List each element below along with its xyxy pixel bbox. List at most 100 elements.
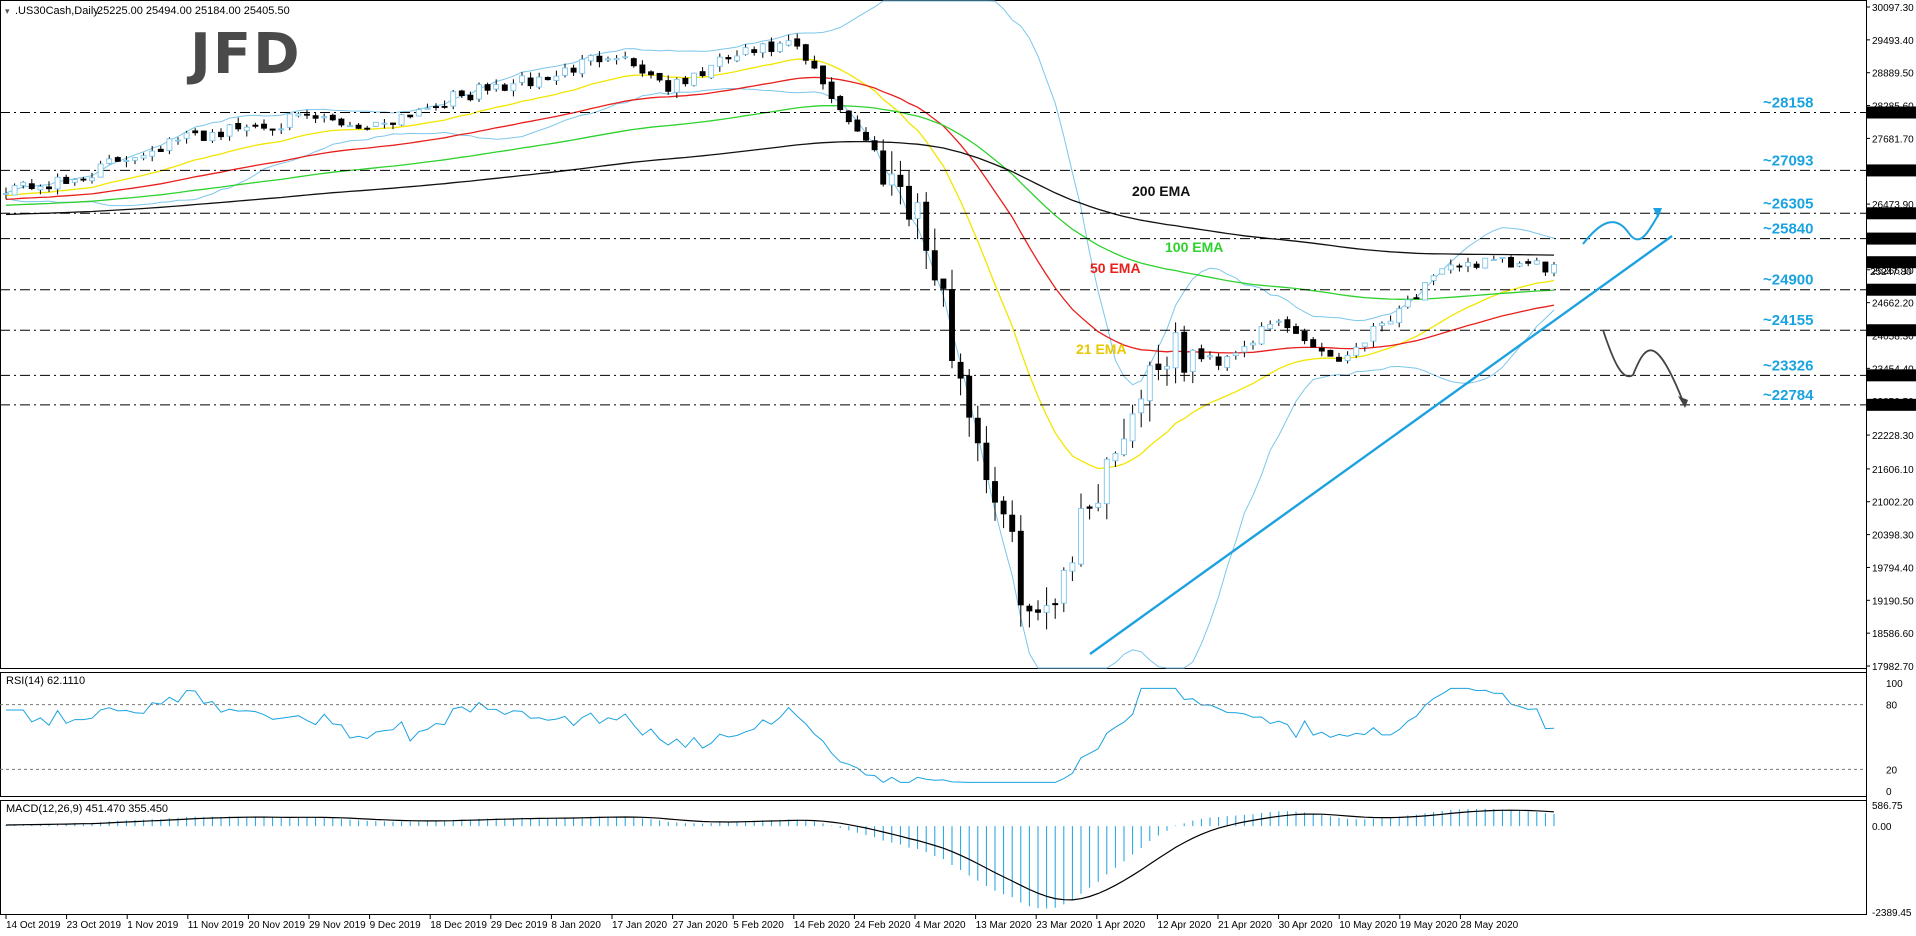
time-tick-label: 19 May 2020 [1400,920,1458,931]
candle-up [476,84,482,100]
candle-down [639,64,646,74]
price-tick-label: 26473.90 [1872,200,1914,211]
candle-up [553,75,560,81]
candle-down [1017,530,1024,606]
candle-down [1293,326,1299,334]
candle-down [906,185,912,220]
level-label: ~23326 [1763,357,1813,374]
candle-up [149,150,156,157]
rsi-tick-label: 100 [1886,679,1903,690]
candle-down [845,110,852,123]
candle-down [1155,363,1162,371]
time-axis: 14 Oct 2019 23 Oct 2019 1 Nov 2019 11 Nov 2… [5,915,1519,931]
candle-up [1379,322,1385,327]
candle-up [372,121,379,127]
time-tick-label: 18 Dec 2019 [430,920,487,931]
bearish-arrow-head [1678,396,1688,408]
candle-down [1026,605,1033,612]
level-tag-bg [1867,324,1916,337]
candle-down [501,84,508,91]
candle-up [1404,299,1411,308]
time-tick-label: 17 Jan 2020 [612,920,667,931]
level-tag-text: 28158.00 [1870,108,1912,119]
candle-up [398,114,405,126]
price-tick-label: 18586.60 [1872,629,1914,640]
candle-up [37,186,44,191]
candle-up [1189,349,1196,372]
level-tag-text: 27093.00 [1870,166,1912,177]
macd-signal-line [5,809,1555,901]
candle-down [854,119,861,132]
candle-up [519,75,525,83]
candle-up [1430,275,1437,281]
bollinger-bands [5,0,1555,669]
candle-down [1327,349,1334,357]
candle-up [1490,259,1497,261]
candle-down [252,124,259,127]
candle-down [484,84,491,91]
candle-up [1078,508,1084,565]
candle-up [1146,365,1153,402]
level-tag-text: 24155.00 [1870,326,1912,337]
candle-down [656,72,663,81]
price-axis: 30097.3029493.4028889.5028285.6027681.70… [1866,3,1914,673]
candle-up [140,155,147,159]
candle-down [1086,506,1093,509]
ema-21-label: 21 EMA [1076,341,1127,357]
candle-down [235,122,242,130]
candle-up [1207,355,1213,358]
current-price-tag: 25405.50 [1870,258,1912,269]
candle-down [329,114,336,121]
candle-down [992,481,998,503]
level-tag-text: 23326.00 [1870,371,1912,382]
candle-up [123,159,130,162]
rsi-title: RSI(14) 62.1110 [6,675,85,687]
candle-down [1413,297,1420,300]
candle-up [1533,260,1540,265]
candle-up [888,173,895,186]
candle-down [1508,256,1514,268]
price-tick-label: 29493.40 [1872,36,1914,47]
candle-down [957,361,964,379]
rsi-tick-label: 20 [1886,765,1898,776]
candle-up [1447,264,1454,271]
candle-up [11,185,18,196]
candle-down [192,130,199,134]
jfd-logo: JFD [186,22,302,87]
candle-up [321,116,328,119]
price-tick-label: 17982.70 [1872,662,1914,673]
time-tick-label: 10 May 2020 [1339,920,1397,931]
candle-up [1267,323,1274,330]
candle-up [1103,458,1110,505]
candle-down [931,250,938,281]
candle-down [665,80,672,92]
time-tick-label: 23 Mar 2020 [1036,920,1093,931]
level-tag-bg [1867,207,1916,220]
candle-down [1310,339,1317,348]
candle-up [1344,354,1351,361]
candle-up [1060,569,1067,604]
candle-up [71,179,78,183]
ema-labels: 200 EMA 100 EMA 50 EMA 21 EMA [1076,183,1223,357]
candle-down [1052,603,1059,606]
candle-down [218,131,224,138]
candle-down [1456,265,1463,268]
candle-down [837,96,844,111]
ema-50-line [5,76,1555,354]
candle-up [278,128,285,131]
ema-100-label: 100 EMA [1165,239,1223,255]
candle-up [613,57,620,61]
candle-up [1439,268,1446,275]
candle-up [1164,365,1170,370]
candle-up [1121,438,1127,456]
candle-up [1250,342,1256,346]
candle-down [200,130,207,141]
level-label: ~27093 [1763,152,1813,169]
candle-up [1422,282,1428,301]
candle-down [312,115,319,119]
level-tag-bg [1867,106,1916,119]
candle-down [1284,319,1291,329]
candle-up [166,138,173,151]
level-tag-bg [1867,232,1916,245]
